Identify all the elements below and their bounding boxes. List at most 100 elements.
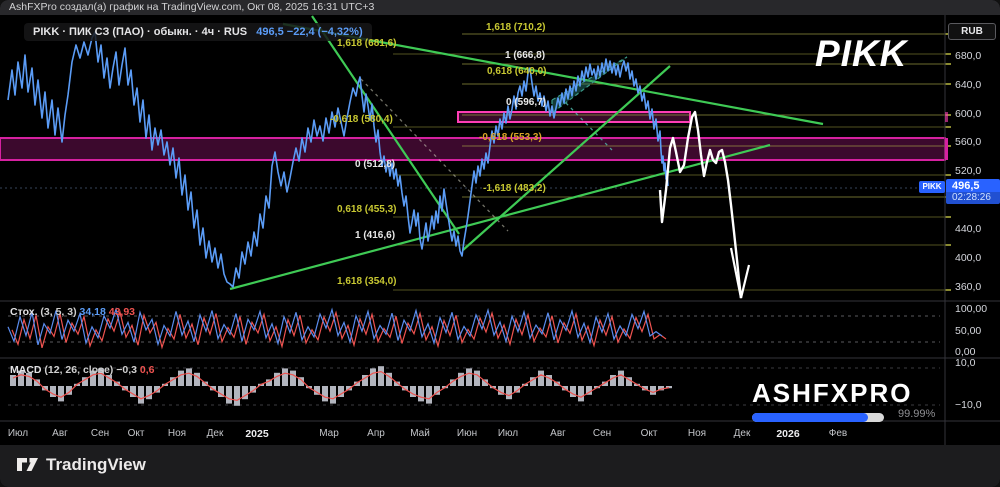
macd-histogram-bar (226, 386, 232, 404)
stoch-title: Стох. (10, 306, 38, 318)
macd-histogram-bar (666, 386, 672, 389)
macd-title: MACD (10, 364, 42, 376)
macd-histogram-bar (394, 381, 400, 386)
time-axis-label: Дек (733, 428, 751, 439)
macd-histogram-bar (514, 386, 520, 393)
time-axis-label: Июн (456, 428, 478, 439)
time-axis-label: Июл (497, 428, 519, 439)
axis-tick-label: 680,0 (955, 50, 982, 62)
macd-histogram-bar (42, 386, 48, 391)
macd-histogram-bar (530, 377, 536, 386)
time-axis-label: Окт (127, 428, 145, 439)
macd-histogram-bar (498, 386, 504, 395)
macd-histogram-bar (554, 381, 560, 386)
fib-zone-band[interactable] (0, 137, 946, 161)
stoch-indicator-legend[interactable]: Стох. (3, 5, 3) 34,18 43,93 (10, 306, 135, 318)
macd-histogram-bar (346, 386, 352, 391)
macd-histogram-bar (18, 370, 24, 386)
axis-tick-label: 560,0 (955, 136, 982, 148)
macd-histogram-bar (154, 386, 160, 393)
axis-tick-label: 600,0 (955, 108, 982, 120)
macd-histogram-bar (250, 386, 256, 393)
macd-histogram-bar (58, 386, 64, 402)
macd-histogram-bar (618, 370, 624, 386)
time-axis-label: Мар (319, 428, 339, 439)
macd-histogram-bar (610, 375, 616, 386)
time-axis-label: Апр (367, 428, 385, 439)
tradingview-logo[interactable]: TradingView (16, 455, 146, 475)
time-axis-label: Сен (592, 428, 612, 439)
price-line-series[interactable] (7, 31, 669, 288)
trend-line[interactable] (311, 15, 460, 235)
dotted-guide-line[interactable] (360, 78, 509, 232)
macd-histogram-bar (466, 368, 472, 386)
tradingview-logo-text: TradingView (46, 455, 146, 474)
macd-histogram-bar (386, 372, 392, 386)
macd-histogram-bar (482, 379, 488, 386)
macd-histogram-bar (170, 377, 176, 386)
macd-histogram-bar (626, 377, 632, 386)
stoch-d-line (11, 309, 667, 350)
forecast-arrow-path[interactable] (658, 110, 743, 299)
macd-histogram-bar (362, 375, 368, 386)
macd-histogram-bar (234, 386, 240, 406)
ashfxpro-branding: ASHFXPRO 99.99% (752, 378, 952, 422)
macd-histogram-bar (370, 368, 376, 386)
macd-histogram-bar (202, 381, 208, 386)
macd-histogram-bar (298, 377, 304, 386)
time-axis-label: Сен (90, 428, 110, 439)
forecast-arrowhead (729, 247, 751, 299)
trend-line[interactable] (282, 22, 824, 126)
macd-histogram-bar (586, 386, 592, 395)
ashfxpro-percent: 99.99% (898, 408, 936, 420)
macd-histogram-bar (178, 370, 184, 386)
macd-histogram-bar (578, 386, 584, 402)
macd-params: (12, 26, close) (44, 364, 114, 376)
macd-histogram-bar (50, 386, 56, 397)
macd-histogram-bar (506, 386, 512, 400)
macd-histogram-bar (658, 386, 664, 391)
time-axis-label: Ноя (687, 428, 707, 439)
macd-histogram-bar (562, 386, 568, 391)
macd-histogram-bar (418, 386, 424, 402)
macd-indicator-legend[interactable]: MACD (12, 26, close) −0,3 0,6 (10, 364, 154, 376)
symbol-legend-title: PIKK · ПИК СЗ (ПАО) · обыкн. · 4ч · RUS (33, 26, 248, 38)
macd-value-1: −0,3 (116, 364, 137, 376)
axis-tick-label: 520,0 (955, 165, 982, 177)
fib-label: 1,618 (354,0) (337, 276, 397, 287)
fib-label: 1 (666,8) (505, 50, 546, 61)
macd-histogram-bar (642, 386, 648, 391)
axis-tick-label: 10,0 (955, 357, 976, 369)
macd-histogram-bar (82, 377, 88, 386)
fib-zone-band[interactable] (457, 111, 691, 123)
macd-histogram-bar (122, 386, 128, 391)
share-header-text: AshFXPro создал(а) график на TradingView… (9, 1, 375, 13)
axis-tick-label: 0,00 (955, 346, 976, 358)
trend-line[interactable] (462, 65, 671, 251)
last-price-badge[interactable]: 496,5 02:28:26 (946, 179, 1000, 204)
fib-label: 0,618 (640,0) (487, 66, 547, 77)
macd-histogram-bar (90, 370, 96, 386)
currency-toggle-button[interactable]: RUB (948, 23, 996, 40)
time-axis-label: Дек (206, 428, 224, 439)
ashfxpro-logo-text: ASHFXPRO (752, 378, 913, 408)
band-axis-marker (945, 138, 948, 160)
symbol-watermark: PIKK (815, 33, 908, 74)
macd-histogram-bar (354, 381, 360, 386)
fib-label: 0,618 (455,3) (337, 204, 397, 215)
time-axis-label: Фев (828, 428, 848, 439)
macd-histogram-bar (402, 386, 408, 391)
macd-histogram-bar (650, 386, 656, 395)
macd-value-2: 0,6 (139, 364, 155, 376)
axis-tick-label: −10,0 (955, 399, 982, 411)
macd-histogram-bar (282, 368, 288, 386)
macd-histogram-bar (546, 375, 552, 386)
macd-histogram-bar (34, 379, 40, 386)
symbol-legend[interactable]: PIKK · ПИК СЗ (ПАО) · обыкн. · 4ч · RUS … (24, 23, 372, 41)
share-header: AshFXPro создал(а) график на TradingView… (0, 0, 1000, 15)
axis-tick-label: 360,0 (955, 281, 982, 293)
macd-histogram-bar (242, 386, 248, 400)
macd-histogram-bar (218, 386, 224, 397)
macd-histogram-bar (10, 375, 16, 386)
